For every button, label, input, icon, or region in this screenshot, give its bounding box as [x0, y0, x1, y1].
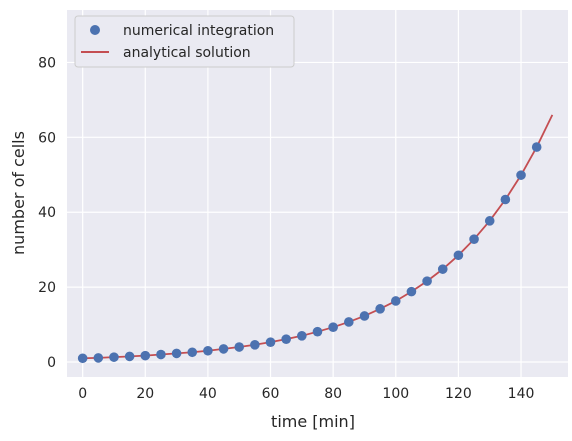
numerical-point [109, 352, 119, 362]
numerical-point [484, 216, 495, 226]
legend-marker-numerical [90, 25, 100, 35]
x-tick-labels: 0 20 40 60 80 100 120 140 [78, 386, 534, 402]
numerical-point [406, 286, 417, 297]
numerical-point [500, 194, 511, 205]
legend: numerical integration analytical solutio… [74, 15, 295, 68]
legend-label-analytical: analytical solution [123, 45, 251, 61]
y-tick-label: 40 [38, 205, 56, 221]
numerical-point [453, 250, 464, 261]
x-tick-label: 140 [508, 386, 535, 402]
numerical-point [375, 304, 385, 314]
numerical-point [203, 345, 213, 356]
numerical-point [359, 311, 370, 321]
numerical-point [156, 349, 166, 360]
numerical-point [265, 337, 276, 347]
x-tick-label: 40 [199, 386, 217, 402]
legend-label-numerical: numerical integration [123, 23, 274, 39]
x-tick-label: 80 [324, 386, 342, 402]
numerical-point [218, 344, 229, 354]
y-tick-label: 60 [38, 130, 56, 146]
plot-background [67, 10, 568, 377]
numerical-point [422, 276, 432, 286]
x-tick-label: 0 [78, 386, 87, 402]
x-tick-label: 20 [136, 386, 154, 402]
numerical-point [297, 331, 307, 341]
numerical-point [531, 142, 542, 152]
numerical-point [344, 317, 354, 327]
numerical-point [250, 339, 260, 350]
numerical-point [516, 170, 526, 180]
y-tick-label: 0 [47, 355, 56, 371]
numerical-point [93, 353, 104, 363]
y-tick-label: 80 [38, 55, 56, 71]
numerical-point [234, 342, 245, 352]
x-axis-label: time [min] [271, 412, 355, 431]
x-tick-label: 120 [445, 386, 472, 402]
numerical-point [312, 326, 323, 337]
numerical-point [124, 351, 135, 362]
legend-box [74, 15, 295, 68]
numerical-point [281, 334, 291, 344]
numerical-point [171, 348, 182, 359]
numerical-point [77, 353, 88, 364]
numerical-series [77, 142, 542, 364]
numerical-point [437, 264, 448, 274]
y-axis-label: number of cells [9, 131, 28, 255]
x-tick-label: 60 [262, 386, 280, 402]
numerical-point [469, 234, 479, 244]
y-tick-labels: 0 20 40 60 80 [38, 55, 56, 371]
numerical-point [187, 347, 198, 358]
y-tick-label: 20 [38, 280, 56, 296]
numerical-point [328, 322, 338, 332]
numerical-point [140, 350, 151, 361]
x-tick-label: 100 [382, 386, 409, 402]
numerical-point [390, 296, 401, 306]
grid [67, 10, 568, 377]
